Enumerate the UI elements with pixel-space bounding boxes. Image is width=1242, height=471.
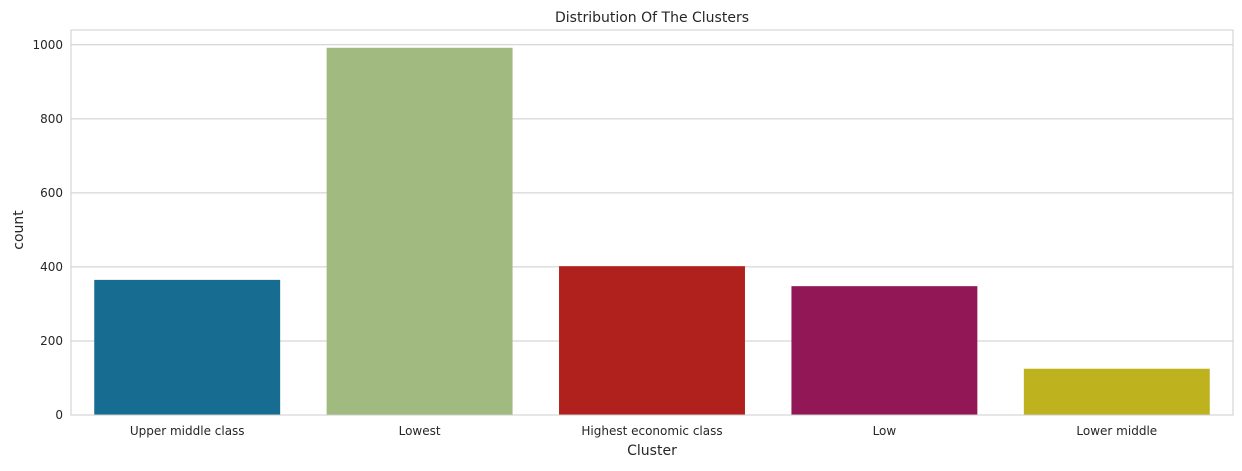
y-tick-labels: 0 200 400 600 800 1000 <box>32 38 63 422</box>
x-tick-label: Highest economic class <box>581 424 722 438</box>
bars <box>94 47 1210 416</box>
x-tick-labels: Upper middle class Lowest Highest economic… <box>130 424 1157 438</box>
x-axis-title: Cluster <box>627 443 677 459</box>
bar-highest-economic-class <box>559 266 745 415</box>
x-tick-label: Upper middle class <box>130 424 245 438</box>
x-tick-label: Low <box>873 424 897 438</box>
bar-low <box>791 286 978 415</box>
x-tick-label: Lower middle <box>1076 424 1157 438</box>
y-axis-title: count <box>11 210 27 250</box>
y-tick-label: 800 <box>40 112 63 126</box>
bar-upper-middle-class <box>94 279 281 415</box>
bar-lowest <box>326 47 513 416</box>
y-tick-label: 1000 <box>32 38 63 52</box>
grid-lines <box>71 44 1233 342</box>
plot-frame <box>70 29 1234 416</box>
y-tick-label: 600 <box>40 186 63 200</box>
x-tick-label: Lowest <box>399 424 441 438</box>
chart-title: Distribution Of The Clusters <box>555 10 749 26</box>
y-tick-label: 0 <box>55 408 63 422</box>
y-tick-label: 200 <box>40 334 63 348</box>
y-tick-label: 400 <box>40 260 63 274</box>
bar-lower-middle <box>1023 368 1210 415</box>
